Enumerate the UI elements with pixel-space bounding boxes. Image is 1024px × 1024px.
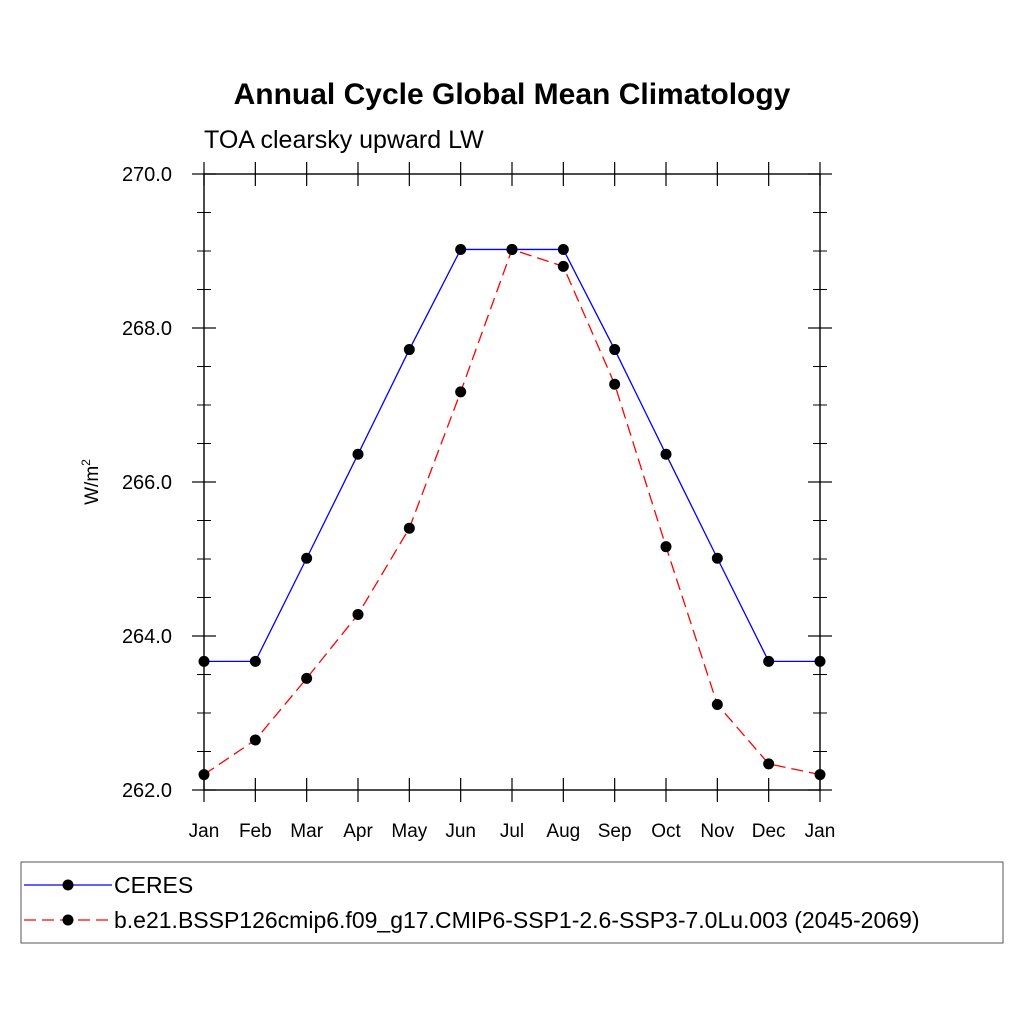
series-1-point: [609, 344, 621, 356]
x-tick-label: Nov: [700, 821, 734, 842]
x-tick-label: Jan: [805, 821, 836, 842]
series-1-point: [660, 448, 672, 460]
y-tick-label: 270.0: [122, 164, 172, 186]
series-2-point: [660, 541, 672, 553]
plot-frame: [203, 173, 821, 791]
series-2-point: [609, 378, 621, 390]
series-1-point: [557, 243, 569, 255]
series-2-point: [506, 243, 518, 255]
series-1-point: [814, 655, 826, 667]
x-tick-label: May: [391, 821, 427, 842]
x-tick-label: Feb: [239, 821, 272, 842]
series-2-point: [198, 769, 210, 781]
y-tick-label: 262.0: [122, 780, 172, 802]
series-2-point: [711, 699, 723, 711]
series-1-point: [711, 552, 723, 564]
series-2-point: [814, 769, 826, 781]
x-tick-label: Dec: [752, 821, 786, 842]
x-tick-label: Sep: [598, 821, 632, 842]
series-2-point: [557, 260, 569, 272]
x-tick-label: Jan: [189, 821, 220, 842]
y-tick-label: 264.0: [122, 626, 172, 648]
series-2-point: [352, 608, 364, 620]
legend: CERES b.e21.BSSP126cmip6.f09_g17.CMIP6-SS…: [24, 872, 920, 933]
legend-label-2: b.e21.BSSP126cmip6.f09_g17.CMIP6-SSP1-2.…: [114, 907, 920, 933]
chart-title: Annual Cycle Global Mean Climatology: [234, 78, 791, 111]
y-tick-label: 268.0: [122, 318, 172, 340]
chart-subtitle: TOA clearsky upward LW: [204, 126, 484, 154]
series-1-point: [301, 552, 313, 564]
series-line-1: [204, 248, 820, 663]
legend-marker-2: [62, 914, 74, 926]
x-tick-label: Apr: [343, 821, 373, 842]
y-tick-label: 266.0: [122, 472, 172, 494]
series-1-point: [249, 655, 261, 667]
legend-label-1: CERES: [114, 872, 193, 898]
legend-marker-1: [62, 879, 74, 891]
legend-box: [20, 861, 1004, 944]
series-1-point: [763, 655, 775, 667]
x-tick-label: Aug: [546, 821, 580, 842]
series-1-point: [352, 448, 364, 460]
series-1-point: [198, 655, 210, 667]
series-1-point: [455, 243, 467, 255]
series-2-point: [301, 672, 313, 684]
series-1-point: [403, 344, 415, 356]
series-line-2: [203, 248, 821, 776]
series-2-point: [763, 758, 775, 770]
y-axis-label-unit: W/m: [82, 466, 103, 505]
x-tick-label: Oct: [651, 821, 681, 842]
series-2-point: [249, 734, 261, 746]
series-2-point: [455, 386, 467, 398]
y-axis-label: W/m2: [79, 459, 103, 505]
x-tick-label: Jul: [500, 821, 524, 842]
series-2-point: [403, 522, 415, 534]
y-axis-label-superscript: 2: [79, 459, 93, 466]
x-tick-label: Jun: [445, 821, 476, 842]
plot-area: 262.0 264.0 266.0 268.0 270.0 Jan Feb Mar Apr May…: [122, 162, 835, 842]
x-tick-label: Mar: [290, 821, 323, 842]
